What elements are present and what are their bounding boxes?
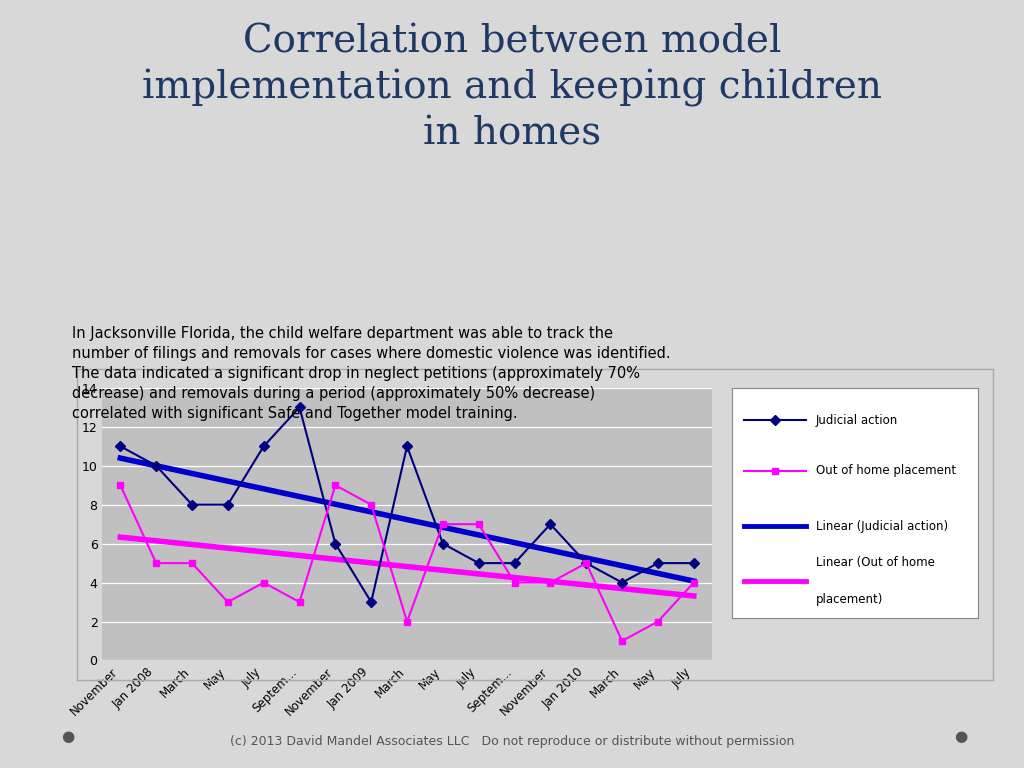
Text: Judicial action: Judicial action [816, 414, 898, 426]
Text: Linear (Judicial action): Linear (Judicial action) [816, 520, 948, 532]
Text: In Jacksonville Florida, the child welfare department was able to track the
numb: In Jacksonville Florida, the child welfa… [72, 326, 671, 421]
Text: Correlation between model
implementation and keeping children
in homes: Correlation between model implementation… [142, 23, 882, 153]
Text: ●: ● [954, 729, 968, 744]
Text: Out of home placement: Out of home placement [816, 465, 955, 477]
Text: placement): placement) [816, 594, 883, 606]
Text: Linear (Out of home: Linear (Out of home [816, 557, 935, 569]
Text: (c) 2013 David Mandel Associates LLC   Do not reproduce or distribute without pe: (c) 2013 David Mandel Associates LLC Do … [229, 735, 795, 747]
Text: ●: ● [61, 729, 75, 744]
